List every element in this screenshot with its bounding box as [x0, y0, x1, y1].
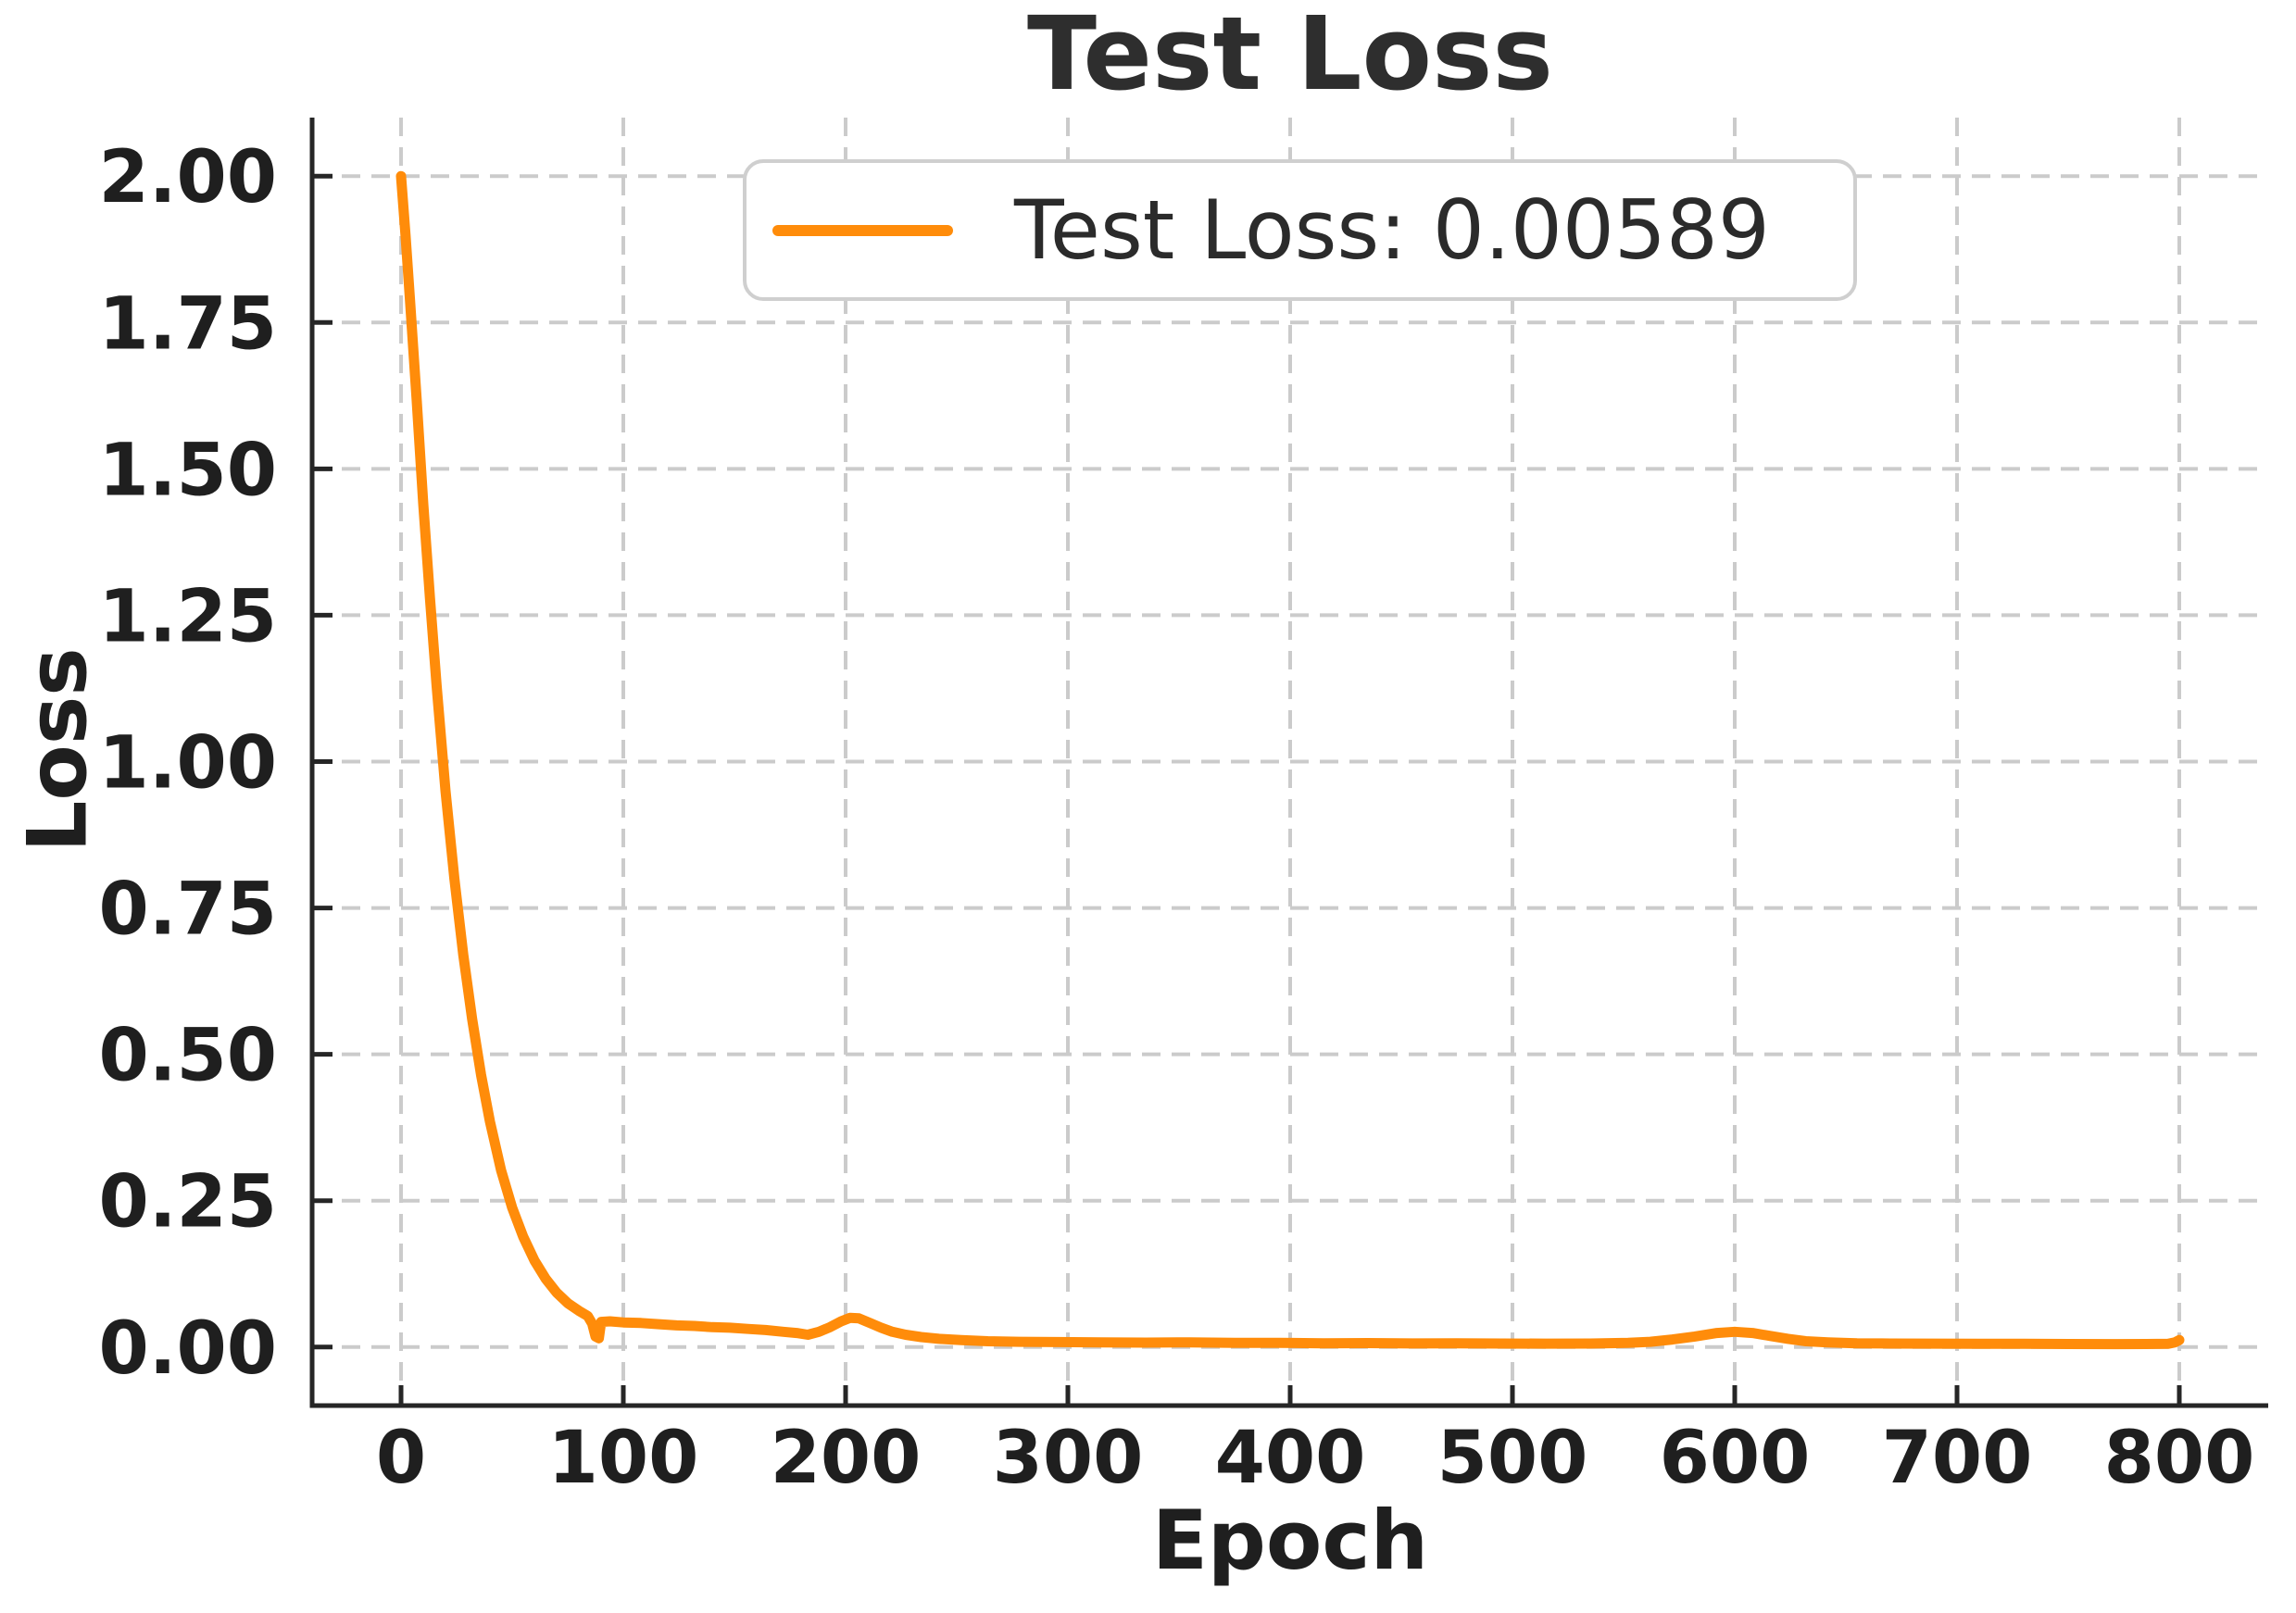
x-tick-label: 600	[1660, 1417, 1811, 1500]
y-tick-label: 1.75	[99, 282, 277, 366]
x-tick-label: 800	[2104, 1417, 2255, 1500]
y-tick-label: 1.00	[99, 722, 277, 806]
legend-label: Test Loss: 0.00589	[1014, 182, 1770, 278]
x-tick-label: 0	[376, 1417, 426, 1500]
y-tick-label: 0.00	[99, 1307, 277, 1391]
y-tick-label: 0.50	[99, 1015, 277, 1098]
y-axis-label: Loss	[9, 647, 106, 853]
legend: Test Loss: 0.00589	[743, 159, 1857, 301]
x-tick-label: 400	[1215, 1417, 1366, 1500]
y-tick-label: 1.25	[99, 575, 277, 658]
x-axis-label: Epoch	[1151, 1493, 1429, 1588]
y-tick-label: 1.50	[99, 429, 277, 512]
legend-line-swatch	[772, 224, 953, 236]
x-tick-label: 500	[1437, 1417, 1588, 1500]
chart-title: Test Loss	[1027, 0, 1553, 113]
x-tick-label: 200	[771, 1417, 922, 1500]
y-tick-label: 2.00	[99, 136, 277, 219]
x-tick-label: 100	[548, 1417, 699, 1500]
loss-curve	[395, 170, 2185, 1350]
y-tick-label: 0.75	[99, 869, 277, 952]
x-tick-label: 300	[993, 1417, 1144, 1500]
x-tick-label: 700	[1882, 1417, 2033, 1500]
y-tick-label: 0.25	[99, 1161, 277, 1244]
